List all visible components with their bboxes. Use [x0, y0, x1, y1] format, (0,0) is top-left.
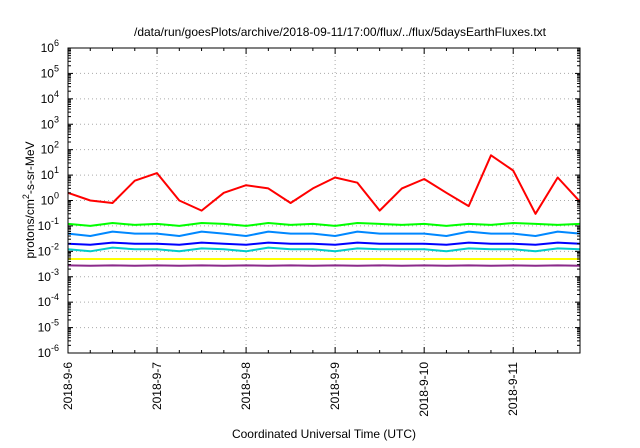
- chart-title: /data/run/goesPlots/archive/2018-09-11/1…: [134, 25, 547, 39]
- x-axis-label: Coordinated Universal Time (UTC): [232, 427, 416, 441]
- series-line-4: [67, 246, 581, 253]
- series-line-2: [67, 222, 581, 227]
- grid: [68, 48, 580, 353]
- series-line-3: [67, 230, 581, 237]
- y-tick-label: 105: [41, 63, 59, 80]
- y-tick-label: 10-5: [38, 318, 59, 335]
- series-line-5: [67, 241, 581, 246]
- y-tick-label: 100: [41, 191, 59, 208]
- y-tick-label: 10-2: [38, 241, 59, 258]
- y-axis-label: protons/cm2-s-sr-MeV: [21, 141, 37, 258]
- y-tick-label: 10-4: [38, 292, 59, 309]
- y-tick-label: 101: [41, 165, 59, 182]
- series-group: [67, 154, 581, 267]
- y-tick-label: 103: [41, 114, 59, 131]
- series-line-1: [67, 154, 581, 215]
- x-tick-label: 2018-9-9: [328, 362, 342, 410]
- y-tick-label: 102: [41, 140, 59, 157]
- x-axis-ticks: 2018-9-6 2018-9-7 2018-9-8 2018-9-9 2018-9-1…: [61, 48, 559, 417]
- x-tick-label: 2018-9-6: [61, 362, 75, 410]
- x-tick-label: 2018-9-11: [506, 362, 520, 416]
- x-tick-label: 2018-9-7: [150, 362, 164, 410]
- y-tick-label: 10-6: [38, 343, 59, 360]
- y-tick-label: 10-3: [38, 267, 59, 284]
- y-tick-label: 106: [41, 38, 59, 55]
- y-tick-label: 104: [41, 89, 59, 106]
- x-tick-label: 2018-9-8: [239, 362, 253, 410]
- y-tick-label: 10-1: [38, 216, 59, 233]
- y-axis-ticks: 10-6 10-5 10-4 10-3 10-2 10-1 100 101 102 103 104 1…: [38, 38, 580, 360]
- x-tick-label: 2018-9-10: [417, 362, 431, 417]
